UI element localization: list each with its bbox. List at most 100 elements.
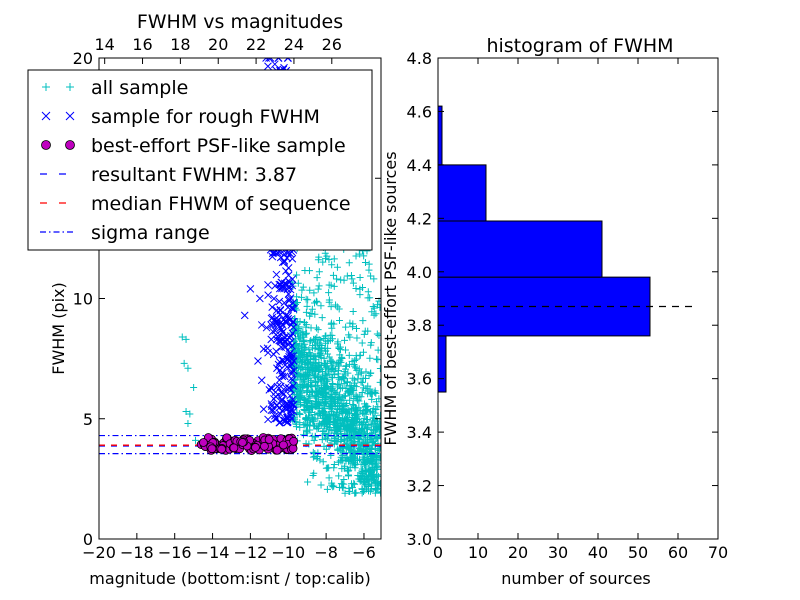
all-sample-point <box>342 346 350 354</box>
all-sample-point <box>323 252 331 260</box>
all-sample-point <box>341 336 349 344</box>
all-sample-point <box>342 424 350 432</box>
all-sample-point <box>314 414 322 422</box>
all-sample-point <box>317 336 325 344</box>
all-sample-point <box>321 399 329 407</box>
all-sample-point <box>338 457 346 465</box>
rough-fwhm-sample-point <box>287 304 296 313</box>
all-sample-point <box>372 310 380 318</box>
all-sample-point <box>368 417 376 425</box>
legend-entry: best-effort PSF-like sample <box>41 135 346 157</box>
rough-fwhm-sample-point <box>276 253 285 262</box>
rough-fwhm-sample-point <box>267 384 276 393</box>
psf-like-point <box>260 441 269 451</box>
all-sample-point <box>334 383 342 391</box>
legend-entry: resultant FWHM: 3.87 <box>40 164 297 186</box>
all-sample-point <box>324 464 332 472</box>
all-sample-point <box>298 342 306 350</box>
x-tick-label: −8 <box>314 543 338 562</box>
rough-fwhm-sample-point <box>271 392 280 401</box>
all-sample-point <box>302 295 310 303</box>
rough-fwhm-sample-point <box>287 405 296 414</box>
all-sample-point <box>370 304 378 312</box>
all-sample-point <box>295 324 303 332</box>
all-sample-point <box>364 294 372 302</box>
rough-fwhm-sample-point <box>268 303 277 311</box>
rough-fwhm-sample-point <box>240 311 249 320</box>
all-sample-point <box>360 252 368 260</box>
all-sample-point <box>347 446 355 454</box>
all-sample-point <box>299 283 307 291</box>
y-tick-label: 5 <box>83 410 93 429</box>
all-sample-point <box>366 472 374 480</box>
all-sample-point <box>302 426 310 434</box>
all-sample-point <box>360 330 368 338</box>
legend-plus-icon <box>66 83 74 91</box>
all-sample-point <box>325 289 333 297</box>
all-sample-point <box>344 472 352 480</box>
all-sample-point <box>325 353 333 361</box>
all-sample-point <box>296 357 304 365</box>
histogram-y-axis-label: FWHM of best-effort PSF-like sources <box>381 151 400 445</box>
y-tick-label: 20 <box>73 49 93 68</box>
top-tick-label: 20 <box>208 35 228 54</box>
all-sample-point <box>340 435 348 443</box>
rough-fwhm-sample-point <box>262 58 270 62</box>
legend-box <box>27 69 373 251</box>
all-sample-point <box>311 383 319 391</box>
all-sample-point <box>303 329 311 337</box>
rough-fwhm-sample-point <box>274 58 283 62</box>
all-sample-point <box>321 396 329 404</box>
all-sample-point <box>343 425 351 433</box>
all-sample-point <box>329 483 337 491</box>
all-sample-point <box>184 420 192 428</box>
all-sample-point <box>354 375 362 383</box>
all-sample-point <box>323 485 331 493</box>
all-sample-point <box>345 331 353 339</box>
all-sample-point <box>315 336 323 344</box>
all-sample-point <box>300 349 308 357</box>
all-sample-point <box>371 473 379 481</box>
all-sample-point <box>325 281 333 289</box>
legend-entry: sample for rough FWHM <box>41 106 320 128</box>
all-sample-point <box>376 365 381 373</box>
legend-label: all sample <box>91 77 188 99</box>
rough-fwhm-sample-point <box>268 313 277 322</box>
all-sample-point <box>351 480 359 488</box>
all-sample-point <box>373 484 381 492</box>
all-sample-point <box>308 388 316 396</box>
all-sample-point <box>319 458 327 466</box>
rough-fwhm-sample-point <box>264 348 272 357</box>
rough-fwhm-sample-point <box>279 327 287 336</box>
all-sample-point <box>306 286 314 294</box>
all-sample-point <box>341 489 349 497</box>
scatter-panel: −20−18−16−14−12−10−8−6051015201416182022… <box>27 11 382 588</box>
legend-circle-icon <box>65 140 75 150</box>
all-sample-point <box>315 253 323 261</box>
all-sample-point <box>345 407 353 415</box>
psf-like-point <box>251 443 260 452</box>
all-sample-point <box>330 367 338 375</box>
top-tick-label: 26 <box>322 35 342 54</box>
x-tick-label: 50 <box>628 543 648 562</box>
all-sample-point <box>353 418 361 426</box>
all-sample-point <box>311 422 319 430</box>
all-sample-point <box>360 475 368 483</box>
all-sample-point <box>333 438 341 446</box>
all-sample-point <box>364 468 372 476</box>
all-sample-point <box>372 453 380 461</box>
rough-fwhm-sample-point <box>270 60 279 69</box>
all-sample-point <box>373 486 381 494</box>
all-sample-point <box>376 378 381 386</box>
legend-plus-icon <box>42 83 50 91</box>
all-sample-point <box>367 408 375 416</box>
rough-fwhm-sample-point <box>276 382 285 391</box>
all-sample-point <box>373 452 381 460</box>
rough-fwhm-sample-point <box>259 405 268 413</box>
legend-entry: median FHWM of sequence <box>40 193 351 215</box>
all-sample-point <box>351 489 359 497</box>
rough-fwhm-sample-point <box>281 343 290 351</box>
all-sample-point <box>346 487 354 495</box>
all-sample-point <box>335 472 343 480</box>
all-sample-point <box>310 436 318 444</box>
